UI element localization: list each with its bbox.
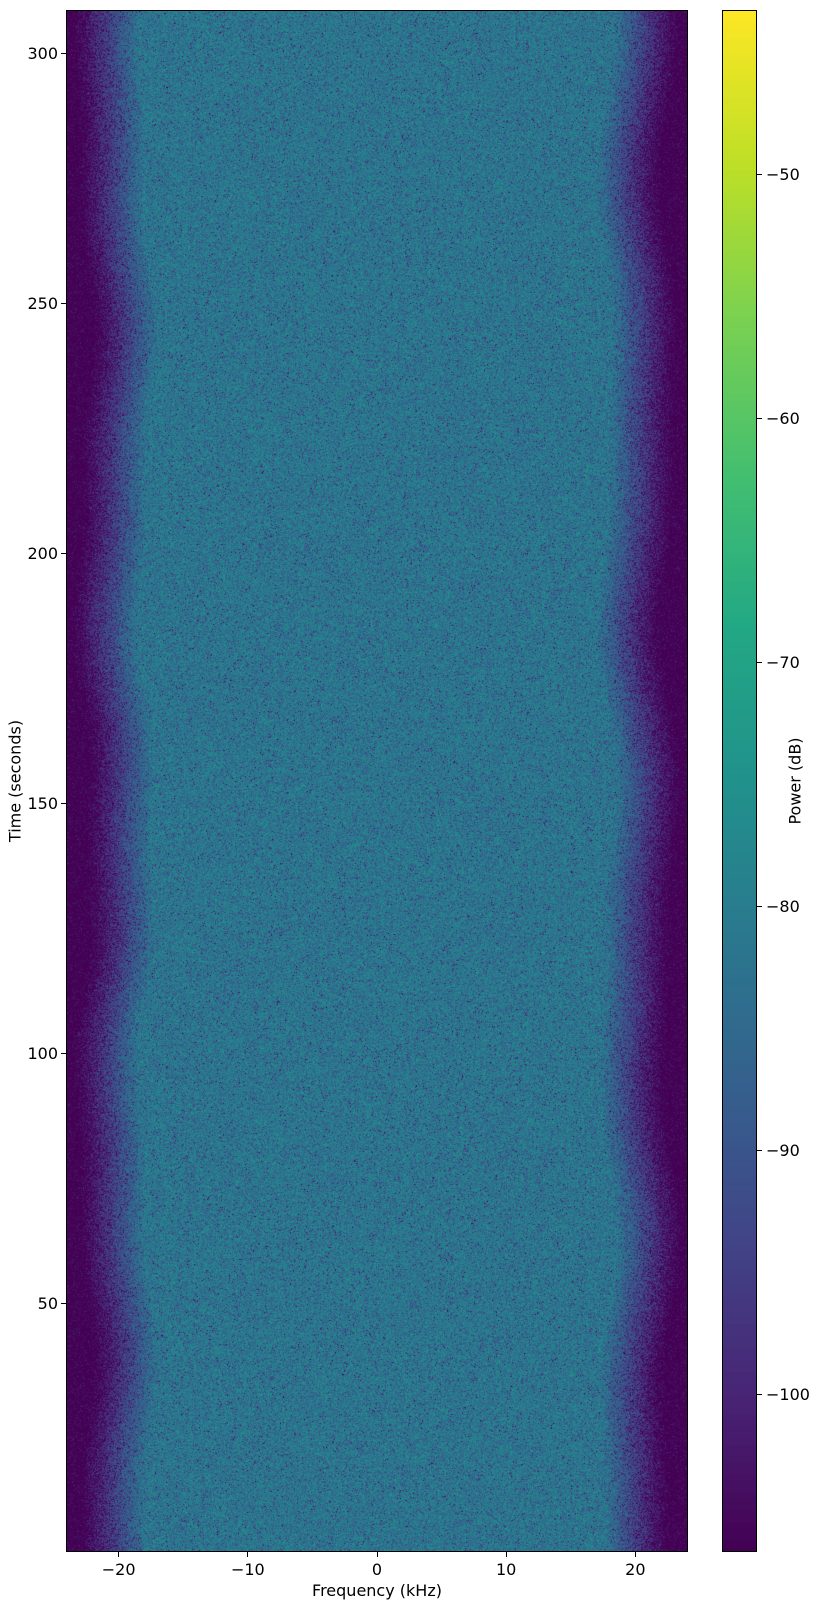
y-tick-mark — [61, 302, 66, 304]
x-tick-mark — [376, 1552, 378, 1557]
y-tick-mark — [61, 1052, 66, 1054]
plot-area — [66, 10, 688, 1552]
x-tick-label: 20 — [625, 1560, 646, 1579]
colorbar-tick-mark — [757, 1150, 762, 1152]
y-tick-label: 250 — [27, 293, 58, 313]
x-tick-label: −20 — [101, 1560, 136, 1579]
y-tick-label: 300 — [27, 43, 58, 63]
x-tick-mark — [247, 1552, 249, 1557]
colorbar-tick-mark — [757, 418, 762, 420]
colorbar-tick-label: −70 — [766, 653, 800, 673]
y-tick-label: 50 — [37, 1293, 58, 1313]
x-tick-mark — [118, 1552, 120, 1557]
colorbar-tick-label: −90 — [766, 1141, 800, 1161]
colorbar-tick-label: −60 — [766, 409, 800, 429]
y-tick-mark — [61, 552, 66, 554]
colorbar-tick-label: −50 — [766, 165, 800, 185]
y-tick-mark — [61, 1302, 66, 1304]
colorbar-gradient — [723, 11, 756, 1551]
colorbar-tick-mark — [757, 662, 762, 664]
colorbar-tick-label: −80 — [766, 897, 800, 917]
colorbar-tick-mark — [757, 174, 762, 176]
spectrogram-heatmap — [67, 11, 687, 1551]
colorbar-tick-label: −100 — [766, 1385, 810, 1405]
x-tick-mark — [634, 1552, 636, 1557]
x-axis-label: Frequency (kHz) — [312, 1581, 442, 1600]
x-tick-mark — [505, 1552, 507, 1557]
y-tick-mark — [61, 802, 66, 804]
y-tick-label: 100 — [27, 1043, 58, 1063]
colorbar-label: Power (dB) — [785, 737, 805, 825]
colorbar-tick-mark — [757, 906, 762, 908]
x-tick-label: 10 — [495, 1560, 517, 1579]
colorbar-tick-mark — [757, 1394, 762, 1396]
y-axis-label: Time (seconds) — [5, 719, 25, 843]
y-tick-mark — [61, 52, 66, 54]
x-tick-label: −10 — [230, 1560, 265, 1579]
x-tick-label: 0 — [371, 1560, 383, 1579]
y-tick-label: 200 — [27, 543, 58, 563]
y-tick-label: 150 — [27, 793, 58, 813]
colorbar — [722, 10, 757, 1552]
